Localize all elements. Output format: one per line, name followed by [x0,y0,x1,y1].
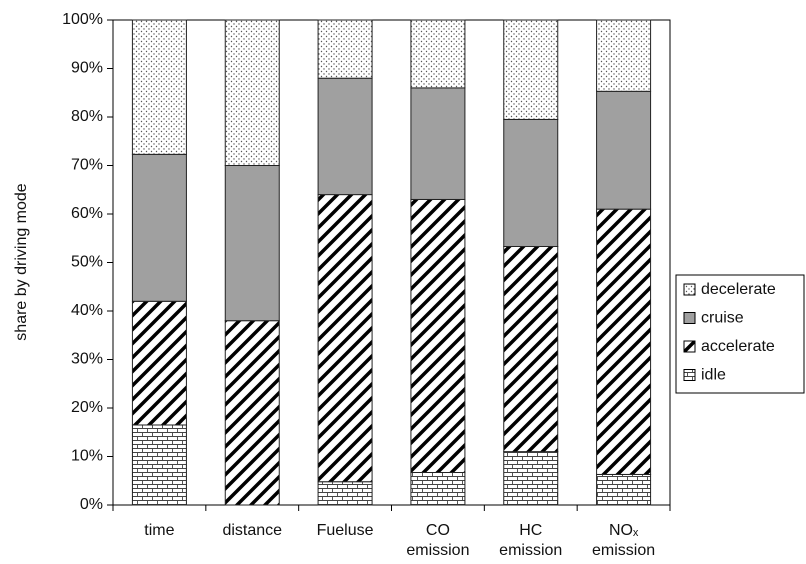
x-tick-label-line: time [144,522,174,539]
legend-swatch [683,312,696,324]
x-tick-label: time [144,522,174,539]
bar-segment [596,90,652,210]
bar-segment [317,77,373,196]
bar-segment [503,118,559,247]
y-tick-label: 0% [80,496,103,513]
y-tick-label: 10% [71,448,103,465]
bar-segment [410,19,466,89]
legend-label: cruise [701,310,744,327]
bar-segment [131,153,187,302]
x-tick-label-line: CO [426,522,450,539]
bar-segment [596,473,652,506]
legend-box [675,274,805,394]
bar-segment [317,481,373,506]
legend-swatch [683,369,696,381]
y-tick-label: 40% [71,302,103,319]
bar-segment [317,19,373,79]
y-tick-label: 20% [71,399,103,416]
bar-segment [410,87,466,200]
legend-label: decelerate [701,281,776,298]
bar-segment [131,300,187,426]
y-tick-label: 60% [71,205,103,222]
bar-segment [224,19,280,166]
bar-segment [503,19,559,120]
bar-segment [224,165,280,322]
x-tick-label: CO emission [406,522,469,559]
bar-segment [224,320,280,506]
y-tick-label: 70% [71,157,103,174]
y-tick-label: 80% [71,108,103,125]
bar-segment [131,424,187,506]
x-tick-label: Fueluse [317,522,374,539]
bar-segment [131,19,187,155]
x-tick-label-line: HC [519,522,542,539]
y-tick-label: 100% [62,11,103,28]
bar-segment [410,198,466,474]
plot-frame [112,19,671,506]
y-tick-label: 50% [71,254,103,271]
y-tick-label: 30% [71,351,103,368]
y-axis-label: share by driving mode [13,183,30,341]
legend-swatch [683,283,696,296]
bar-segment [596,19,652,92]
bar-segment [503,451,559,506]
x-tick-label-line: NOₓ [609,522,639,539]
bar-segment [317,194,373,483]
bar-segment [596,208,652,475]
x-tick-label-line: Fueluse [317,522,374,539]
y-tick-label: 90% [71,60,103,77]
x-tick-label: distance [222,522,282,539]
x-tick-label-line: emission [592,542,655,559]
x-tick-label: NOₓ emission [592,522,655,559]
x-tick-label-line: emission [406,542,469,559]
bar-segment [410,472,466,506]
legend-swatch [683,340,696,353]
x-tick-label-line: emission [499,542,562,559]
legend-label: accelerate [701,338,775,355]
x-tick-label: HC emission [499,522,562,559]
legend-label: idle [701,367,726,384]
x-tick-label-line: distance [222,522,282,539]
bar-segment [503,245,559,453]
